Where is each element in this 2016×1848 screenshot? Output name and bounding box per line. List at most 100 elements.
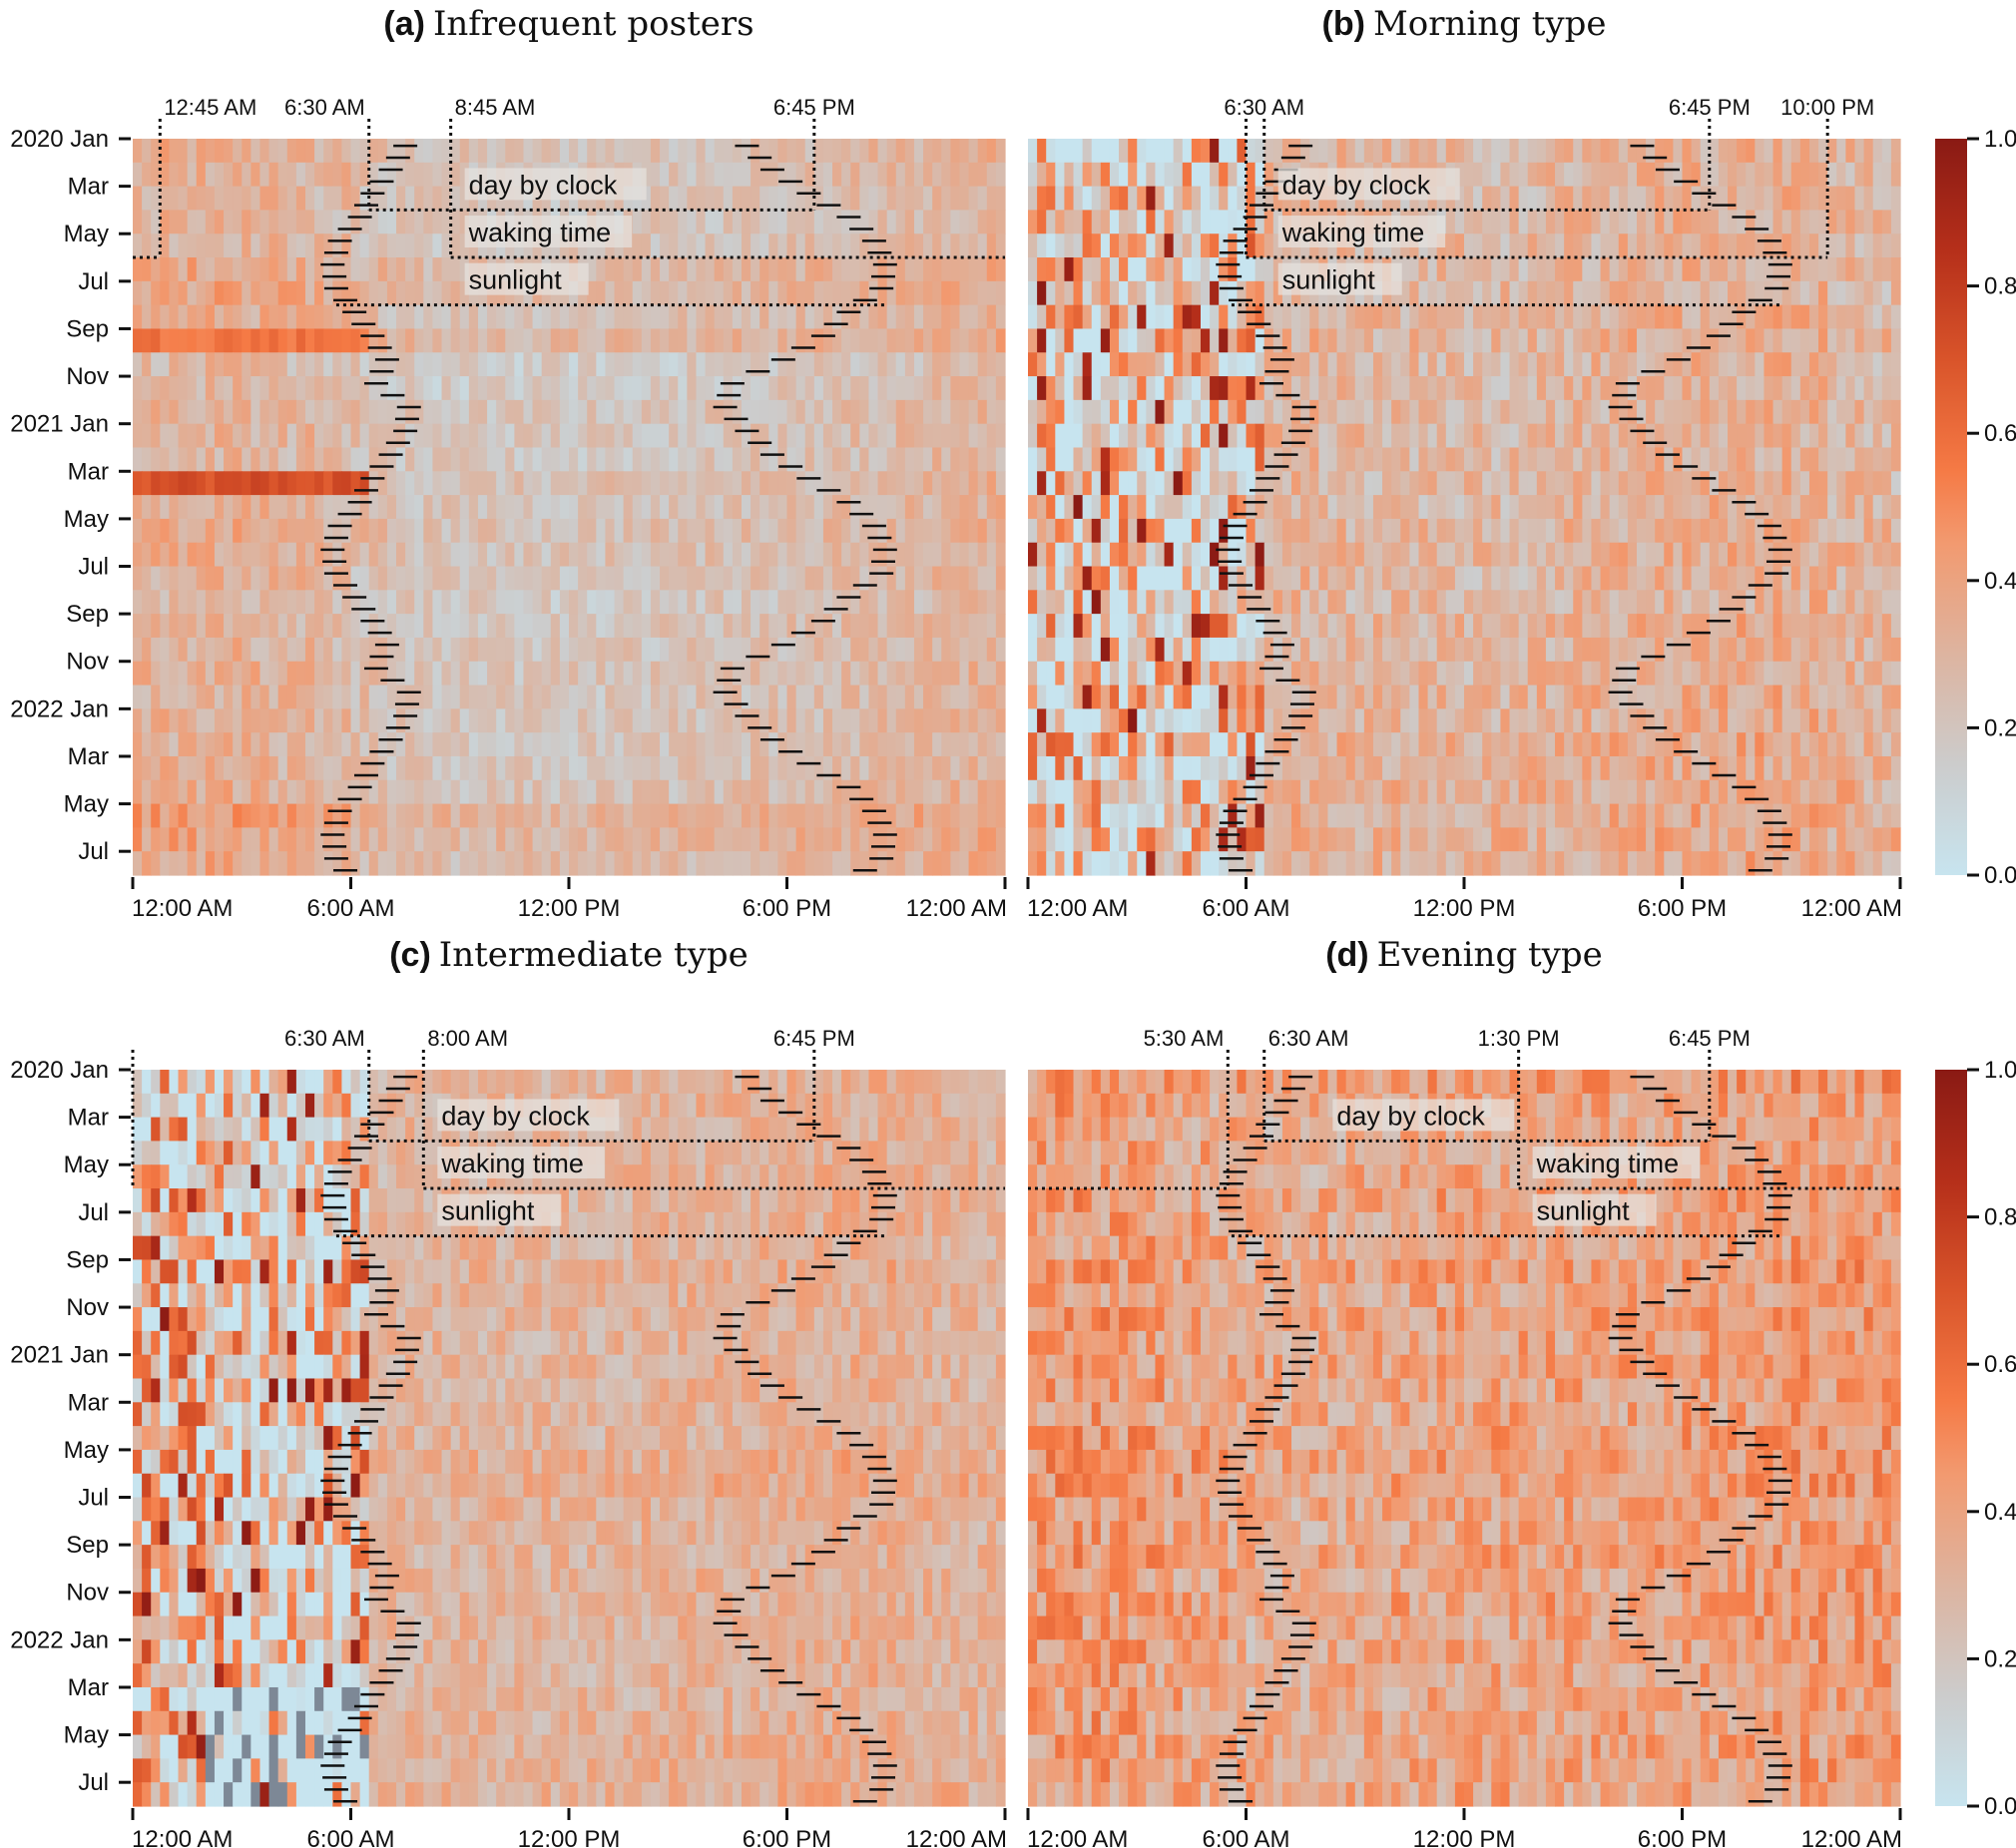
heatmap-cell bbox=[1491, 566, 1502, 591]
heatmap-cell bbox=[1055, 257, 1066, 282]
heatmap-cell bbox=[1427, 280, 1438, 306]
heatmap-cell bbox=[1246, 162, 1257, 188]
heatmap-cell bbox=[1246, 447, 1257, 472]
heatmap-cell bbox=[1737, 210, 1747, 234]
heatmap-cell bbox=[669, 139, 679, 164]
heatmap-cell bbox=[1799, 280, 1810, 306]
heatmap-cell bbox=[205, 304, 216, 330]
label-background bbox=[464, 168, 647, 201]
heatmap-cell bbox=[1881, 304, 1892, 330]
heatmap-cell bbox=[950, 542, 961, 568]
heatmap-cell bbox=[850, 233, 860, 258]
heatmap-cell bbox=[1709, 471, 1720, 496]
heatmap-cell bbox=[804, 233, 815, 258]
heatmap-cell bbox=[160, 471, 171, 496]
heatmap-cell bbox=[423, 376, 434, 401]
heatmap-cell bbox=[1473, 210, 1483, 234]
heatmap-cell bbox=[1272, 139, 1283, 164]
heatmap-cell bbox=[233, 755, 243, 781]
heatmap-cell bbox=[277, 233, 288, 258]
heatmap-cell bbox=[459, 803, 470, 828]
heatmap-cell bbox=[968, 447, 979, 472]
heatmap-cell bbox=[822, 328, 833, 353]
heatmap-cell bbox=[669, 803, 679, 828]
heatmap-cell bbox=[1500, 376, 1511, 401]
heatmap-cell bbox=[295, 376, 306, 401]
heatmap-cell bbox=[886, 447, 897, 472]
heatmap-cell bbox=[1555, 304, 1565, 330]
heatmap-cell bbox=[396, 328, 406, 353]
heatmap-cell bbox=[1300, 376, 1310, 401]
heatmap-cell bbox=[832, 614, 842, 639]
heatmap-cell bbox=[1418, 328, 1429, 353]
heatmap-cell bbox=[323, 233, 333, 258]
heatmap-cell bbox=[1582, 233, 1593, 258]
heatmap-cell bbox=[1391, 352, 1401, 377]
heatmap-cell bbox=[1573, 447, 1583, 472]
heatmap-cell bbox=[687, 661, 698, 687]
heatmap-cell bbox=[1755, 542, 1765, 568]
heatmap-cell bbox=[759, 755, 769, 781]
heatmap-cell bbox=[569, 685, 579, 709]
heatmap-cell bbox=[251, 328, 261, 353]
heatmap-cell bbox=[904, 495, 915, 520]
heatmap-cell bbox=[650, 233, 661, 258]
heatmap-cell bbox=[1555, 399, 1565, 425]
heatmap-cell bbox=[660, 399, 670, 425]
heatmap-cell bbox=[169, 637, 180, 663]
heatmap-cell bbox=[741, 257, 752, 282]
heatmap-cell bbox=[286, 495, 297, 520]
heatmap-cell bbox=[541, 732, 552, 757]
heatmap-cell bbox=[1064, 210, 1075, 234]
heatmap-cell bbox=[196, 186, 207, 212]
heatmap-cell bbox=[178, 803, 189, 828]
heatmap-cell bbox=[268, 637, 279, 663]
heatmap-cell bbox=[332, 233, 342, 258]
heatmap-cell bbox=[1263, 210, 1274, 234]
heatmap-cell bbox=[1291, 471, 1301, 496]
heatmap-cell bbox=[468, 518, 479, 544]
heatmap-cell bbox=[1182, 399, 1193, 425]
heatmap-cell bbox=[1046, 210, 1056, 234]
heatmap-cell bbox=[941, 637, 951, 663]
heatmap-cell bbox=[214, 779, 225, 805]
heatmap-cell bbox=[368, 447, 379, 472]
heatmap-cell bbox=[569, 827, 579, 852]
heatmap-cell bbox=[1300, 304, 1310, 330]
heatmap-cell bbox=[1318, 471, 1329, 496]
heatmap-cell bbox=[242, 732, 252, 757]
heatmap-cell bbox=[1454, 352, 1465, 377]
heatmap-cell bbox=[795, 518, 806, 544]
heatmap-cell bbox=[377, 685, 388, 709]
heatmap-cell bbox=[678, 423, 688, 449]
heatmap-cell bbox=[1400, 518, 1410, 544]
heatmap-cell bbox=[641, 614, 652, 639]
heatmap-cell bbox=[596, 637, 607, 663]
heatmap-cell bbox=[1737, 257, 1747, 282]
heatmap-cell bbox=[723, 755, 734, 781]
heatmap-cell bbox=[1845, 139, 1856, 164]
heatmap-cell bbox=[532, 352, 543, 377]
heatmap-cell bbox=[233, 851, 243, 876]
heatmap-cell bbox=[1582, 280, 1593, 306]
heatmap-cell bbox=[1164, 376, 1175, 401]
heatmap-cell bbox=[768, 233, 778, 258]
heatmap-cell bbox=[1555, 210, 1565, 234]
heatmap-cell bbox=[151, 518, 161, 544]
heatmap-cell bbox=[1445, 471, 1456, 496]
heatmap-cell bbox=[224, 280, 234, 306]
heatmap-cell bbox=[386, 803, 397, 828]
heatmap-cell bbox=[751, 233, 760, 258]
heatmap-cell bbox=[841, 590, 851, 615]
y-tick-label: 2022 Jan bbox=[10, 695, 109, 722]
heatmap-cell bbox=[1600, 376, 1611, 401]
heatmap-cell bbox=[1482, 376, 1492, 401]
heatmap-cell bbox=[641, 376, 652, 401]
heatmap-cell bbox=[1210, 399, 1220, 425]
heatmap-cell bbox=[832, 233, 842, 258]
heatmap-cell bbox=[660, 685, 670, 709]
heatmap-cell bbox=[605, 851, 616, 876]
heatmap-cell bbox=[1728, 566, 1738, 591]
heatmap-cell bbox=[251, 257, 261, 282]
heatmap-cell bbox=[1191, 352, 1202, 377]
